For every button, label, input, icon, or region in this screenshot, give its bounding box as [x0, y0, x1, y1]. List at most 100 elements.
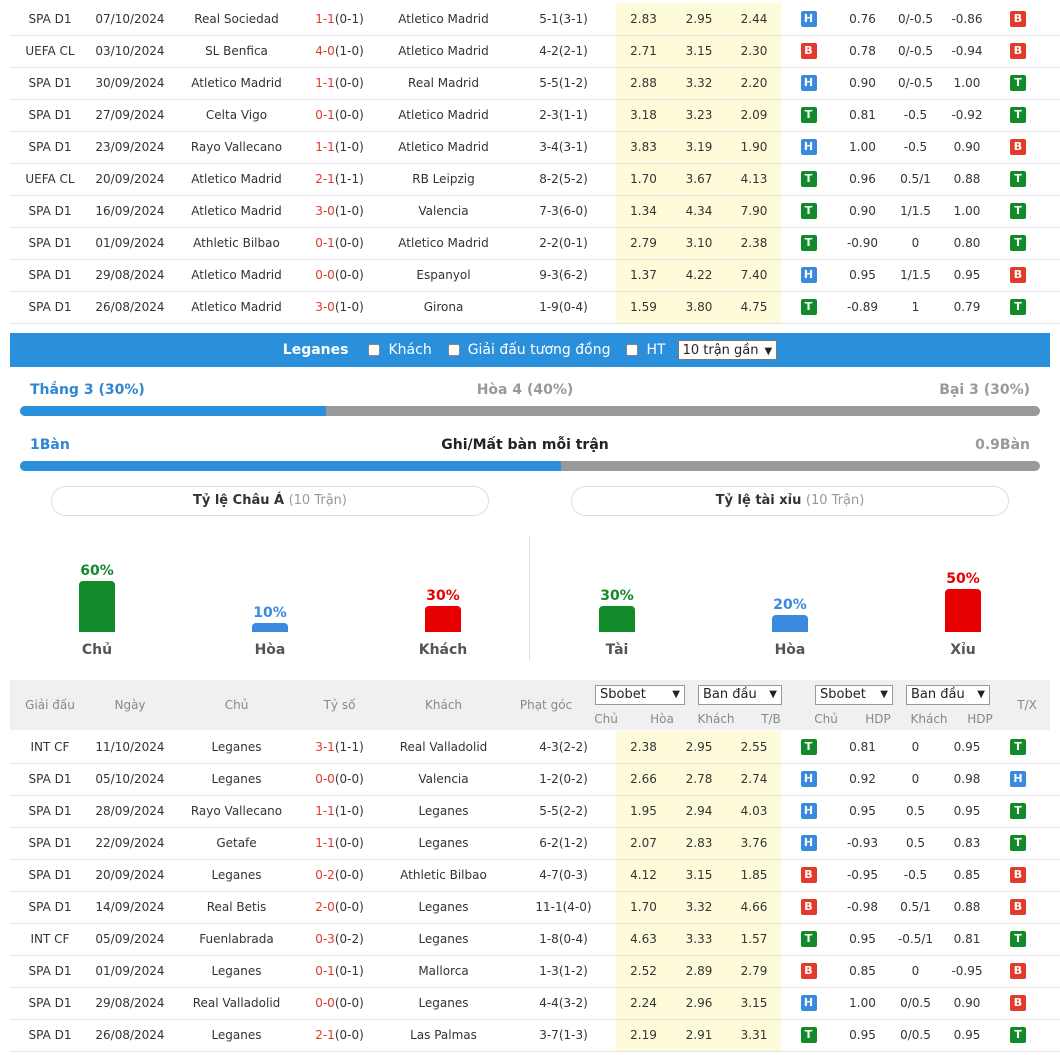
home-team-link[interactable]: Leganes — [170, 731, 303, 764]
home-team-link[interactable]: Atletico Madrid — [170, 259, 303, 292]
score-cell[interactable]: 0-1(0-1) — [303, 955, 376, 988]
score-cell[interactable]: 0-0(0-0) — [303, 987, 376, 1020]
odds-type-select-2[interactable]: Ban đầu ▼ — [906, 685, 990, 705]
full-time-score[interactable]: 3-0 — [315, 204, 335, 218]
recent-matches-select[interactable]: 10 trận gần ▼ — [677, 340, 778, 360]
odds-type-select-1[interactable]: Ban đầu ▼ — [698, 685, 782, 705]
home-team-link[interactable]: Celta Vigo — [170, 99, 303, 132]
away-team-link[interactable]: Atletico Madrid — [376, 3, 511, 36]
full-time-score[interactable]: 4-0 — [315, 44, 335, 58]
bookmaker-select-1[interactable]: Sbobet ▼ — [595, 685, 685, 705]
score-cell[interactable]: 3-0(1-0) — [303, 195, 376, 228]
home-team-link[interactable]: Athletic Bilbao — [170, 227, 303, 260]
full-time-score[interactable]: 0-0 — [315, 996, 335, 1010]
score-cell[interactable]: 1-1(1-0) — [303, 795, 376, 828]
away-team-link[interactable]: Las Palmas — [376, 1019, 511, 1052]
score-cell[interactable]: 0-1(0-0) — [303, 99, 376, 132]
full-time-score[interactable]: 1-1 — [315, 11, 335, 26]
score-cell[interactable]: 3-0(1-0) — [303, 291, 376, 324]
away-team-link[interactable]: Mallorca — [376, 955, 511, 988]
full-time-score[interactable]: 1-1 — [315, 76, 335, 90]
away-team-link[interactable]: Leganes — [376, 827, 511, 860]
score-cell[interactable]: 2-1(1-1) — [303, 163, 376, 196]
away-team-link[interactable]: Leganes — [376, 891, 511, 924]
away-team-link[interactable]: Real Madrid — [376, 67, 511, 100]
score-cell[interactable]: 0-1(0-0) — [303, 227, 376, 260]
home-team-link[interactable]: Leganes — [170, 859, 303, 892]
away-team-link[interactable]: Leganes — [376, 923, 511, 956]
ht-checkbox[interactable] — [626, 344, 639, 356]
full-time-score[interactable]: 0-1 — [315, 964, 335, 978]
home-team-link[interactable]: Real Betis — [170, 891, 303, 924]
home-team-link[interactable]: Atletico Madrid — [170, 291, 303, 324]
same-league-checkbox[interactable] — [447, 344, 460, 356]
home-team-link[interactable]: Leganes — [170, 763, 303, 796]
ah-home-cell: 0.78 — [836, 35, 889, 68]
home-team-link[interactable]: Real Valladolid — [170, 987, 303, 1020]
away-team-link[interactable]: Atletico Madrid — [376, 131, 511, 164]
full-time-score[interactable]: 0-3 — [315, 932, 335, 946]
full-time-score[interactable]: 1-1 — [315, 836, 335, 850]
away-team-link[interactable]: RB Leipzig — [376, 163, 511, 196]
home-team-link[interactable]: Leganes — [170, 1019, 303, 1052]
full-time-score[interactable]: 0-0 — [315, 268, 335, 282]
full-time-score[interactable]: 0-1 — [315, 236, 335, 250]
half-time-score: (1-0) — [334, 44, 364, 58]
home-team-link[interactable]: Rayo Vallecano — [170, 795, 303, 828]
home-team-link[interactable]: Real Sociedad — [170, 3, 303, 36]
home-team-link[interactable]: Atletico Madrid — [170, 67, 303, 100]
bookmaker-select-2[interactable]: Sbobet ▼ — [815, 685, 893, 705]
score-cell[interactable]: 2-0(0-0) — [303, 891, 376, 924]
score-cell[interactable]: 3-1(1-1) — [303, 731, 376, 764]
away-team-link[interactable]: Atletico Madrid — [376, 227, 511, 260]
odds-home-cell: 2.38 — [616, 731, 671, 764]
score-cell[interactable]: 4-0(1-0) — [303, 35, 376, 68]
home-team-link[interactable]: Rayo Vallecano — [170, 131, 303, 164]
score-cell[interactable]: 2-1(0-0) — [303, 1019, 376, 1052]
away-checkbox[interactable] — [368, 344, 381, 356]
full-time-score[interactable]: 2-0 — [315, 900, 335, 914]
half-time-score: (0-0) — [334, 268, 364, 282]
away-team-link[interactable]: Athletic Bilbao — [376, 859, 511, 892]
home-team-link[interactable]: SL Benfica — [170, 35, 303, 68]
full-time-score[interactable]: 2-1 — [315, 172, 335, 186]
away-team-link[interactable]: Valencia — [376, 763, 511, 796]
away-team-link[interactable]: Atletico Madrid — [376, 99, 511, 132]
column-label-text: Chủ — [81, 642, 113, 658]
away-team-link[interactable]: Girona — [376, 291, 511, 324]
full-time-score[interactable]: 1-1 — [315, 804, 335, 818]
away-team-link[interactable]: Atletico Madrid — [376, 35, 511, 68]
ah-line-cell: 0/0.5 — [889, 987, 942, 1020]
home-team-link[interactable]: Fuenlabrada — [170, 923, 303, 956]
full-time-score[interactable]: 2-1 — [315, 1028, 335, 1042]
score-cell[interactable]: 0-0(0-0) — [303, 259, 376, 292]
away-team-link[interactable]: Espanyol — [376, 259, 511, 292]
score-cell[interactable]: 0-3(0-2) — [303, 923, 376, 956]
score-cell[interactable]: 1-1(0-0) — [303, 67, 376, 100]
full-time-score[interactable]: 1-1 — [315, 140, 335, 154]
away-team-link[interactable]: Leganes — [376, 987, 511, 1020]
home-team-link[interactable]: Getafe — [170, 827, 303, 860]
home-team-link[interactable]: Atletico Madrid — [170, 163, 303, 196]
full-time-score[interactable]: 3-1 — [315, 739, 335, 754]
score-cell[interactable]: 1-1(0-1) — [303, 3, 376, 36]
full-time-score[interactable]: 0-2 — [315, 868, 335, 882]
header-home: Chủ — [224, 698, 249, 712]
score-cell[interactable]: 1-1(0-0) — [303, 827, 376, 860]
full-time-score[interactable]: 0-0 — [315, 772, 335, 786]
over-under-tab[interactable]: Tỷ lệ tài xỉu (10 Trận) — [571, 486, 1009, 516]
home-team-link[interactable]: Leganes — [170, 955, 303, 988]
asian-handicap-tab[interactable]: Tỷ lệ Châu Á (10 Trận) — [51, 486, 489, 516]
away-team-link[interactable]: Valencia — [376, 195, 511, 228]
odds-home-cell: 1.70 — [616, 891, 671, 924]
odds-draw-cell: 3.23 — [671, 99, 727, 132]
score-cell[interactable]: 0-0(0-0) — [303, 763, 376, 796]
home-team-link[interactable]: Atletico Madrid — [170, 195, 303, 228]
full-time-score[interactable]: 0-1 — [315, 108, 335, 122]
away-team-link[interactable]: Real Valladolid — [376, 731, 511, 764]
league-cell: SPA D1 — [10, 227, 90, 260]
full-time-score[interactable]: 3-0 — [315, 300, 335, 314]
away-team-link[interactable]: Leganes — [376, 795, 511, 828]
score-cell[interactable]: 0-2(0-0) — [303, 859, 376, 892]
score-cell[interactable]: 1-1(1-0) — [303, 131, 376, 164]
